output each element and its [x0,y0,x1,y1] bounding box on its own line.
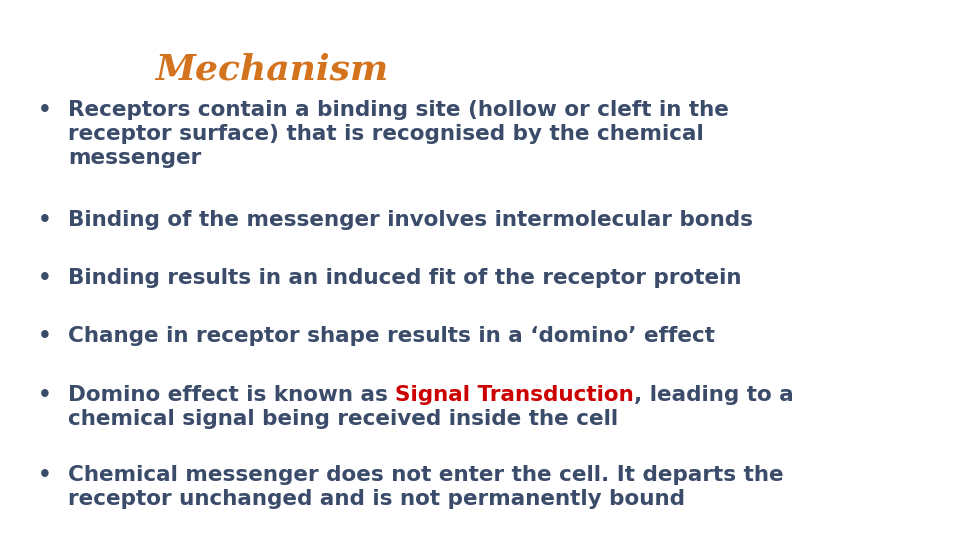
Text: •: • [38,465,52,485]
Text: Change in receptor shape results in a ‘domino’ effect: Change in receptor shape results in a ‘d… [68,326,715,346]
Text: receptor surface) that is recognised by the chemical: receptor surface) that is recognised by … [68,124,704,144]
Text: Signal Transduction: Signal Transduction [396,385,635,405]
Text: •: • [38,210,52,230]
Text: Chemical messenger does not enter the cell. It departs the: Chemical messenger does not enter the ce… [68,465,783,485]
Text: Binding of the messenger involves intermolecular bonds: Binding of the messenger involves interm… [68,210,753,230]
Text: Binding results in an induced fit of the receptor protein: Binding results in an induced fit of the… [68,268,741,288]
Text: Domino effect is known as: Domino effect is known as [68,385,396,405]
Text: , leading to a: , leading to a [635,385,794,405]
Text: Receptors contain a binding site (hollow or cleft in the: Receptors contain a binding site (hollow… [68,100,729,120]
Text: •: • [38,100,52,120]
Text: receptor unchanged and is not permanently bound: receptor unchanged and is not permanentl… [68,489,685,509]
Text: •: • [38,268,52,288]
Text: •: • [38,326,52,346]
Text: •: • [38,385,52,405]
Text: messenger: messenger [68,148,202,168]
Text: chemical signal being received inside the cell: chemical signal being received inside th… [68,409,618,429]
Text: Mechanism: Mechanism [155,52,388,86]
